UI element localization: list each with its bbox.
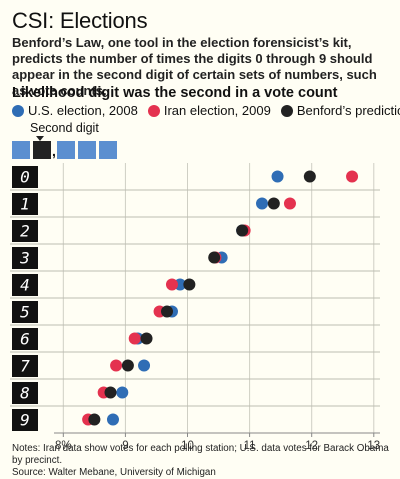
legend-label-iran: Iran election, 2009 — [163, 103, 271, 118]
legend-label-us: U.S. election, 2008 — [28, 103, 138, 118]
source-text: Source: Walter Mebane, University of Mic… — [12, 467, 216, 478]
chart-description: Benford’s Law, one tool in the election … — [12, 35, 377, 98]
chart-subtitle: Likelihood digit was the second in a vot… — [12, 85, 338, 101]
legend-item-iran: Iran election, 2009 — [147, 103, 271, 118]
digit-box-5 — [99, 141, 117, 159]
point-iran-4 — [165, 278, 178, 291]
digit-label-box-7 — [12, 355, 38, 377]
notes-text: Notes: Iran data show votes for each pol… — [12, 443, 389, 466]
second-digit-arrow-icon — [36, 136, 44, 141]
digit-box-3 — [57, 141, 75, 159]
digit-label-7: 7 — [20, 357, 30, 376]
digit-label-box-3 — [12, 247, 38, 269]
digit-label-3: 3 — [19, 249, 30, 268]
point-benford-0 — [303, 170, 316, 183]
legend-item-us: U.S. election, 2008 — [12, 103, 138, 118]
digit-label-box-4 — [12, 274, 38, 296]
point-benford-7 — [121, 359, 134, 372]
digit-label-box-8 — [12, 382, 38, 404]
point-benford-8 — [104, 386, 117, 399]
digit-label-6: 6 — [20, 330, 30, 349]
legend: U.S. election, 2008 Iran election, 2009 … — [12, 103, 400, 118]
legend-item-benford: Benford’s prediction — [280, 103, 400, 118]
point-us-1 — [256, 197, 269, 210]
legend-dot-iran — [147, 104, 160, 117]
x-tick-label-2: 10 — [181, 440, 194, 452]
digit-label-0: 0 — [20, 168, 30, 187]
point-iran-1 — [283, 197, 296, 210]
point-us-7 — [138, 359, 151, 372]
digit-label-box-0 — [12, 166, 38, 188]
point-iran-0 — [346, 170, 359, 183]
point-benford-3 — [208, 251, 221, 264]
point-us-0 — [271, 170, 284, 183]
point-benford-6 — [140, 332, 153, 345]
digit-label-box-6 — [12, 328, 38, 350]
x-tick-label-1: 9 — [122, 440, 128, 452]
point-benford-2 — [236, 224, 249, 237]
digit-label-2: 2 — [20, 222, 30, 241]
digit-label-5: 5 — [20, 303, 30, 322]
digit-box-1 — [12, 141, 30, 159]
legend-dot-us — [12, 104, 24, 117]
point-iran-6 — [128, 332, 141, 345]
x-tick-label-4: 12 — [305, 440, 318, 452]
digit-box-2-selected — [33, 141, 51, 159]
digit-label-1: 1 — [20, 195, 30, 214]
point-us-8 — [116, 386, 129, 399]
second-digit-label: Second digit — [30, 121, 99, 135]
legend-dot-benford — [280, 104, 293, 117]
legend-label-benford: Benford’s prediction — [296, 103, 400, 118]
x-tick-label-3: 11 — [244, 440, 256, 452]
digit-label-box-9 — [12, 409, 38, 431]
point-us-9 — [106, 413, 119, 426]
digit-label-box-5 — [12, 301, 38, 323]
chart-notes: Notes: Iran data show votes for each pol… — [12, 443, 397, 479]
point-benford-5 — [161, 305, 174, 318]
digit-label-8: 8 — [20, 384, 30, 403]
digit-label-box-1 — [12, 193, 38, 215]
digit-label-box-2 — [12, 220, 38, 242]
x-tick-label-0: 8% — [55, 440, 72, 452]
point-benford-9 — [88, 413, 101, 426]
x-tick-label-5: 13 — [367, 440, 380, 452]
digit-label-9: 9 — [20, 411, 30, 430]
chart-title: CSI: Elections — [12, 8, 148, 33]
point-iran-7 — [110, 359, 123, 372]
digit-label-4: 4 — [20, 276, 30, 295]
digit-comma: , — [52, 143, 56, 159]
point-benford-4 — [183, 278, 196, 291]
digit-box-4 — [78, 141, 96, 159]
point-benford-1 — [267, 197, 280, 210]
